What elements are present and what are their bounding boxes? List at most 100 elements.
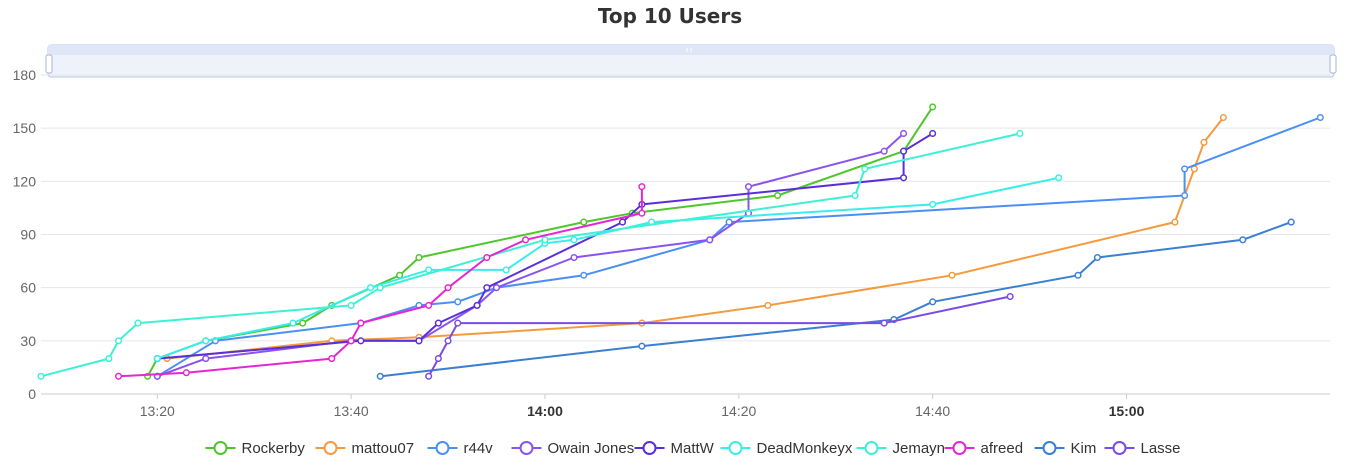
data-point[interactable]	[328, 355, 336, 363]
series-line[interactable]	[166, 116, 1225, 360]
data-point[interactable]	[1239, 236, 1247, 244]
data-point[interactable]	[376, 284, 384, 292]
data-point[interactable]	[434, 355, 442, 363]
data-point[interactable]	[570, 253, 578, 262]
legend-item[interactable]: Rockerby	[205, 440, 306, 457]
data-point[interactable]	[483, 253, 491, 262]
data-point[interactable]	[900, 129, 908, 138]
data-point[interactable]	[1181, 165, 1189, 173]
data-point[interactable]	[948, 271, 956, 279]
data-point[interactable]	[541, 236, 549, 244]
data-point[interactable]	[425, 266, 433, 274]
data-point[interactable]	[415, 337, 423, 345]
data-point[interactable]	[202, 355, 210, 363]
series-line[interactable]	[40, 132, 1021, 378]
zoom-slider-right-handle[interactable]	[1329, 54, 1337, 74]
data-point[interactable]	[134, 319, 142, 327]
data-point[interactable]	[473, 301, 481, 309]
legend-item[interactable]: r44v	[427, 440, 494, 457]
data-point[interactable]	[425, 301, 433, 309]
series-afreed[interactable]	[114, 183, 646, 380]
data-point[interactable]	[580, 271, 588, 279]
series-kim[interactable]	[376, 218, 1295, 380]
legend-item[interactable]: DeadMonkeyx	[720, 440, 853, 457]
data-point[interactable]	[638, 209, 646, 217]
data-point[interactable]	[289, 319, 297, 327]
data-point[interactable]	[570, 236, 578, 244]
data-point[interactable]	[929, 129, 937, 138]
series-mattou07[interactable]	[163, 113, 1227, 363]
series-jemayn[interactable]	[37, 129, 1024, 380]
data-point[interactable]	[105, 355, 113, 363]
data-point[interactable]	[454, 319, 462, 327]
series-line[interactable]	[380, 221, 1292, 378]
legend-item[interactable]: Lasse	[1104, 440, 1181, 457]
data-point[interactable]	[1181, 191, 1189, 200]
data-point[interactable]	[153, 355, 161, 363]
data-point[interactable]	[444, 284, 452, 292]
series-line[interactable]	[156, 132, 905, 378]
data-point[interactable]	[1171, 218, 1179, 226]
data-point[interactable]	[376, 372, 384, 380]
data-point[interactable]	[415, 253, 423, 262]
data-point[interactable]	[366, 284, 375, 292]
zoom-slider-left-handle[interactable]	[45, 54, 53, 74]
zoom-slider-grip-icon[interactable]	[686, 48, 692, 52]
data-point[interactable]	[357, 319, 365, 327]
data-point[interactable]	[502, 266, 510, 274]
data-point[interactable]	[454, 298, 462, 306]
data-point[interactable]	[1016, 129, 1024, 138]
series-owain-jones[interactable]	[153, 129, 908, 380]
data-point[interactable]	[880, 147, 888, 155]
data-point[interactable]	[1316, 113, 1324, 122]
data-point[interactable]	[492, 284, 501, 292]
data-point[interactable]	[929, 200, 937, 208]
legend-item[interactable]: mattou07	[315, 440, 415, 457]
series-line[interactable]	[118, 186, 643, 378]
data-point[interactable]	[434, 319, 442, 327]
series-line[interactable]	[427, 295, 1011, 377]
data-point[interactable]	[522, 236, 530, 244]
data-point[interactable]	[638, 183, 646, 191]
data-point[interactable]	[880, 319, 888, 327]
data-point[interactable]	[725, 218, 733, 226]
data-point[interactable]	[744, 183, 753, 191]
data-point[interactable]	[1219, 113, 1227, 122]
series-deadmonkeyx[interactable]	[153, 174, 1063, 363]
data-point[interactable]	[618, 218, 627, 226]
data-point[interactable]	[299, 319, 307, 327]
data-point[interactable]	[114, 337, 123, 345]
data-point[interactable]	[1287, 218, 1295, 226]
zoom-slider[interactable]	[45, 44, 1337, 78]
data-point[interactable]	[347, 301, 355, 309]
series-mattw[interactable]	[153, 129, 937, 363]
data-point[interactable]	[1093, 253, 1101, 262]
data-point[interactable]	[638, 342, 646, 350]
legend-item[interactable]: Jemayn	[856, 440, 946, 457]
data-point[interactable]	[900, 147, 908, 155]
data-point[interactable]	[425, 372, 433, 380]
data-point[interactable]	[900, 174, 908, 182]
data-point[interactable]	[114, 372, 123, 380]
data-point[interactable]	[483, 284, 491, 292]
data-point[interactable]	[929, 298, 937, 306]
legend-item[interactable]: Owain Jones	[511, 440, 635, 457]
series-line[interactable]	[156, 116, 1321, 378]
data-point[interactable]	[1074, 271, 1082, 279]
legend-item[interactable]: afreed	[944, 440, 1024, 457]
data-point[interactable]	[37, 372, 45, 380]
series-lasse[interactable]	[425, 292, 1014, 380]
data-point[interactable]	[851, 191, 859, 200]
data-point[interactable]	[929, 103, 937, 111]
data-point[interactable]	[202, 337, 210, 345]
data-point[interactable]	[1200, 138, 1208, 146]
data-point[interactable]	[580, 218, 588, 226]
data-point[interactable]	[1055, 174, 1063, 182]
data-point[interactable]	[706, 236, 714, 244]
data-point[interactable]	[861, 165, 869, 173]
data-point[interactable]	[357, 337, 365, 345]
data-point[interactable]	[182, 369, 190, 377]
data-point[interactable]	[444, 337, 452, 345]
legend-item[interactable]: MattW	[634, 440, 715, 457]
data-point[interactable]	[347, 337, 355, 345]
